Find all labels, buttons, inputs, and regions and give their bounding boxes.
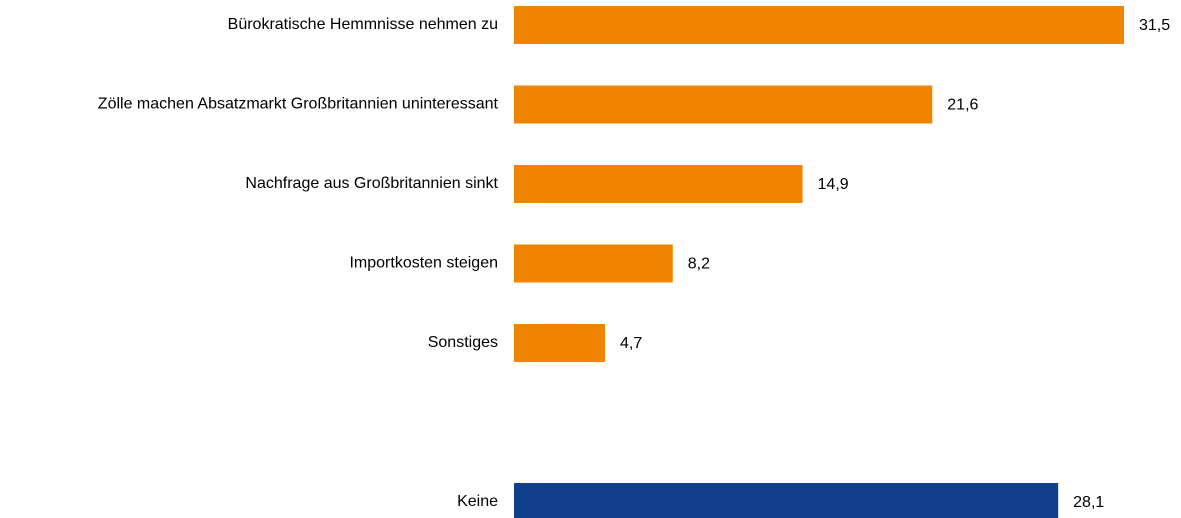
value-label: 4,7 (620, 335, 642, 352)
bar (514, 6, 1124, 44)
value-label: 21,6 (947, 97, 978, 114)
bar (514, 244, 673, 283)
bar (514, 85, 933, 124)
bar (514, 324, 606, 362)
value-label: 28,1 (1073, 494, 1104, 511)
value-label: 31,5 (1139, 17, 1170, 34)
category-label: Nachfrage aus Großbritannien sinkt (245, 175, 498, 192)
category-label: Sonstiges (428, 334, 498, 351)
category-label: Importkosten steigen (349, 255, 498, 272)
category-label: Bürokratische Hemmnisse nehmen zu (228, 16, 498, 33)
bar (514, 483, 1059, 518)
value-label: 8,2 (688, 256, 710, 273)
value-label: 14,9 (818, 176, 849, 193)
category-label: Keine (457, 493, 498, 510)
category-label: Zölle machen Absatzmarkt Großbritannien … (98, 96, 499, 113)
bar (514, 165, 803, 203)
